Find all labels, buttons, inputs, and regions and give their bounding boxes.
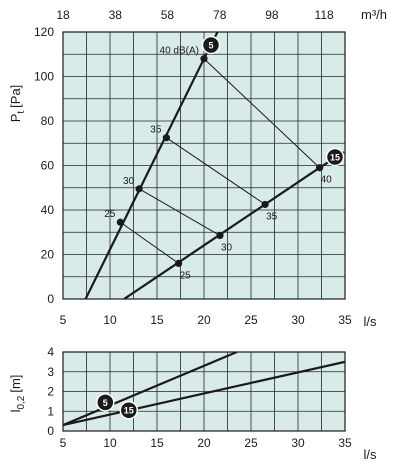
y-tick-label: 1 (47, 404, 54, 418)
data-point (116, 218, 124, 226)
x-tick-label: 15 (150, 313, 164, 327)
plot-content (84, 32, 345, 299)
badge-circle (119, 401, 139, 420)
y-label-sub: t (16, 111, 27, 114)
x-tick-label: 5 (60, 313, 67, 327)
y-tick-label: 80 (41, 114, 55, 128)
x2-tick-label: 98 (265, 8, 279, 22)
badge-circle (201, 35, 221, 55)
series-line-15 (63, 360, 345, 427)
y-tick-label: 20 (41, 248, 55, 262)
sound-level-connector (166, 137, 266, 205)
x-tick-label: 35 (338, 436, 352, 450)
y-tick-label: 0 (47, 424, 54, 438)
y-label-unit: [m] (8, 375, 23, 393)
x2-tick-label: 18 (56, 8, 70, 22)
x-axis-label: l/s (364, 447, 378, 462)
sound-level-connector (138, 188, 221, 237)
x-axis-label: l/s (364, 314, 378, 329)
data-point (316, 164, 324, 172)
x-tick-label: 20 (197, 313, 211, 327)
x2-tick-label: 38 (109, 8, 123, 22)
data-label: 40 dB(A) (160, 46, 199, 57)
x-tick-label: 30 (291, 313, 305, 327)
y-label-sub: 0,2 (16, 395, 27, 409)
data-label: 35 (150, 125, 162, 136)
data-point (135, 185, 143, 193)
series-line-5 (63, 352, 238, 427)
badge-label: 15 (330, 152, 340, 162)
badge-label: 15 (124, 406, 134, 416)
data-point (200, 55, 208, 63)
y-tick-label: 2 (47, 385, 54, 399)
badge-circle (325, 147, 345, 167)
data-label: 30 (221, 243, 233, 254)
x-tick-label: 20 (197, 436, 211, 450)
throw-chart: 5 10 15 20 25 30 35 0 1 2 3 4 l/s l0,2 [m] 5 15 (8, 345, 377, 462)
y-axis-label: Pt [Pa] (8, 85, 27, 123)
data-label: 35 (266, 211, 278, 222)
data-label: 25 (104, 209, 116, 220)
data-point (261, 200, 269, 209)
x-tick-label: 10 (103, 313, 117, 327)
y-label-main: P (8, 114, 23, 123)
data-point (162, 134, 170, 142)
y-tick-label: 4 (47, 345, 54, 359)
sound-level-connector (120, 221, 179, 264)
x-tick-label: 10 (103, 436, 117, 450)
x-tick-label: 15 (150, 436, 164, 450)
badge-label: 5 (208, 40, 213, 50)
series-badge-15: 15 (325, 147, 345, 167)
data-label: 30 (123, 176, 135, 187)
y-tick-label: 0 (47, 292, 54, 306)
y-label-unit: [Pa] (8, 85, 23, 108)
y-tick-label: 100 (34, 70, 54, 84)
x-tick-label: 25 (244, 313, 258, 327)
data-label: 40 (321, 175, 333, 186)
badge-label: 5 (103, 398, 108, 408)
sound-level-connector (203, 58, 320, 169)
x2-axis-label: m³/h (361, 7, 387, 22)
x-tick-label: 5 (60, 436, 67, 450)
badge-circle (96, 393, 115, 412)
data-point (175, 259, 183, 267)
x2-tick-label: 78 (213, 8, 227, 22)
plot-content (63, 352, 345, 427)
y-tick-label: 60 (41, 159, 55, 173)
y-tick-label: 40 (41, 203, 55, 217)
data-label: 25 (180, 270, 192, 281)
series-badge-15: 15 (119, 401, 139, 420)
x2-tick-label: 118 (315, 8, 334, 22)
y-axis-label: l0,2 [m] (8, 375, 27, 413)
series-badge-5: 5 (201, 35, 221, 55)
x-tick-label: 25 (244, 436, 258, 450)
x2-tick-label: 58 (161, 8, 175, 22)
y-tick-label: 120 (34, 25, 54, 39)
x-tick-label: 35 (338, 313, 352, 327)
y-label-main: l (8, 409, 23, 412)
y-tick-label: 3 (47, 365, 54, 379)
series-badge-5: 5 (96, 393, 115, 412)
x-tick-label: 30 (291, 436, 305, 450)
data-point (216, 231, 224, 240)
